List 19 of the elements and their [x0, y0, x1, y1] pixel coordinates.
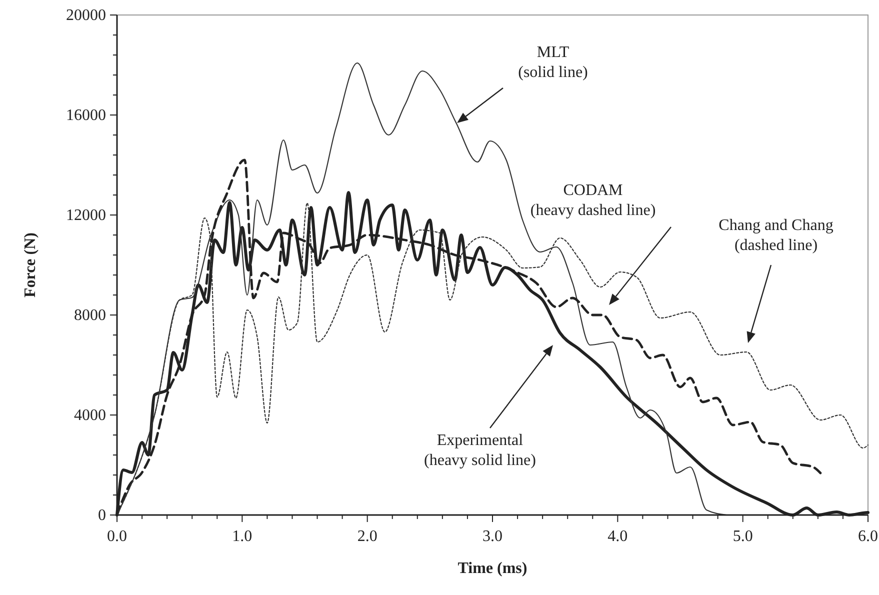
annotation: Experimental (heavy solid line)	[424, 432, 536, 469]
y-tick-label: 16000	[66, 107, 106, 124]
x-axis-title: Time (ms)	[458, 560, 528, 577]
x-tick-label: 1.0	[232, 528, 252, 545]
annotation: MLT (solid line)	[518, 44, 588, 81]
annotation: CODAM (heavy dashed line)	[530, 182, 656, 219]
x-tick-label: 5.0	[732, 528, 753, 545]
y-tick-label: 0	[98, 507, 106, 524]
y-tick-label: 20000	[66, 7, 106, 24]
y-axis-title: Force (N)	[22, 232, 39, 298]
y-tick-label: 8000	[74, 307, 106, 324]
x-tick-label: 4.0	[608, 528, 628, 545]
x-tick-label: 2.0	[357, 528, 378, 545]
annotation: Chang and Chang (dashed line)	[718, 217, 834, 254]
x-tick-label: 3.0	[482, 528, 502, 545]
x-tick-label: 0.0	[107, 528, 127, 545]
y-tick-label: 12000	[66, 207, 106, 224]
y-tick-label: 4000	[74, 407, 106, 424]
x-tick-label: 6.0	[858, 528, 878, 545]
